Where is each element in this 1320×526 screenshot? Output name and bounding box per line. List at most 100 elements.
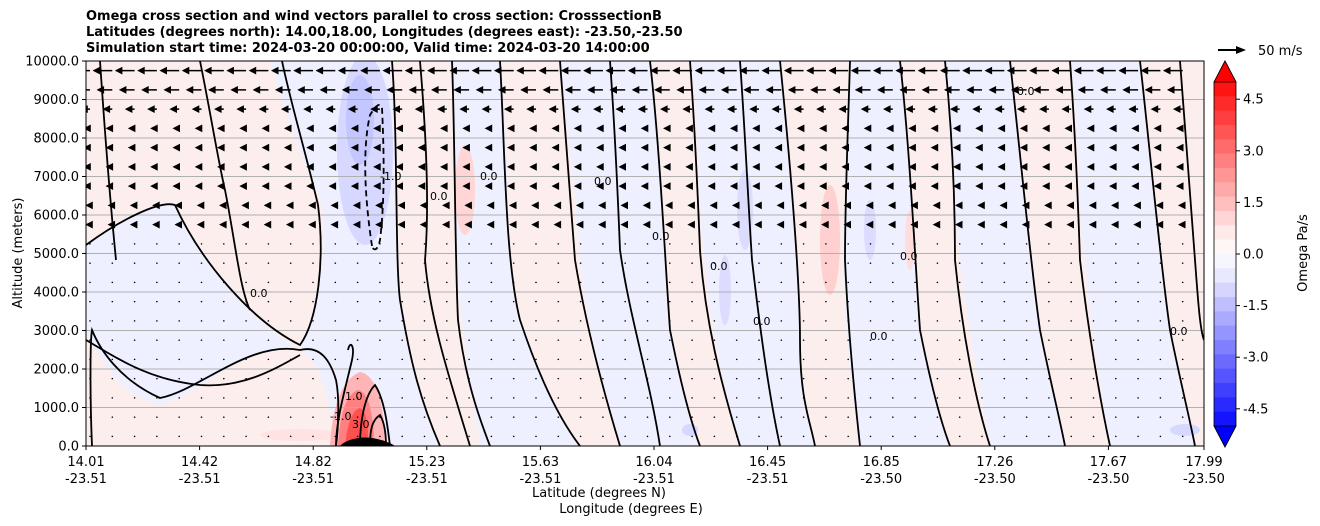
- wind-vector: [129, 220, 138, 229]
- wind-vector: [771, 105, 782, 114]
- wind-vector: [133, 320, 136, 322]
- wind-vector: [89, 320, 91, 322]
- wind-vector: [471, 66, 492, 75]
- wind-vector: [930, 162, 939, 171]
- wind-vector: [414, 105, 425, 114]
- wind-vector: [914, 397, 916, 399]
- wind-vector: [735, 320, 738, 322]
- wind-vector: [516, 66, 536, 75]
- wind-vector: [174, 201, 182, 210]
- wind-vector: [172, 124, 180, 133]
- contour-line: [499, 61, 581, 446]
- wind-vector: [395, 143, 403, 152]
- contour-line: [1069, 61, 1111, 446]
- wind-vector: [841, 143, 849, 152]
- x-tick-label-lat: 14.01: [67, 455, 104, 470]
- wind-vector: [230, 85, 247, 94]
- wind-vector: [1083, 105, 1094, 114]
- wind-vector: [156, 320, 158, 322]
- wind-vector: [981, 300, 983, 303]
- wind-vector: [245, 435, 247, 438]
- wind-vector: [156, 243, 158, 245]
- wind-vector: [1162, 66, 1183, 75]
- wind-vector: [1115, 397, 1117, 399]
- wind-vector: [204, 66, 224, 75]
- wind-vector: [1096, 66, 1116, 75]
- contour-line: [1009, 61, 1066, 446]
- wind-vector: [194, 182, 203, 191]
- wind-vector: [774, 182, 783, 191]
- contour-line: [369, 413, 387, 446]
- wind-vector: [1044, 201, 1052, 210]
- wind-vector: [914, 358, 916, 361]
- wind-vector: [1092, 300, 1095, 303]
- wind-vector: [932, 201, 941, 210]
- wind-vector: [1100, 85, 1116, 94]
- wind-vectors: [86, 66, 1186, 438]
- wind-vector: [1175, 124, 1184, 133]
- wind-vector: [1181, 416, 1184, 418]
- x-tick-label-lon: -23.51: [633, 472, 675, 487]
- wind-vector: [440, 143, 448, 152]
- wind-vector: [133, 435, 136, 438]
- wind-vector: [729, 124, 738, 133]
- wind-vector: [375, 220, 383, 229]
- wind-vector: [841, 182, 849, 191]
- wind-vector: [241, 220, 249, 229]
- wind-vector: [917, 66, 938, 75]
- wind-vector: [892, 397, 894, 399]
- contour-line: [1139, 61, 1196, 446]
- wind-vector: [1064, 124, 1072, 133]
- wind-vector: [446, 300, 448, 303]
- wind-vector: [92, 66, 113, 75]
- wind-vector: [446, 281, 448, 284]
- wind-vector: [1048, 243, 1050, 245]
- wind-vector: [370, 105, 380, 114]
- wind-vector: [490, 243, 493, 245]
- wind-vector: [440, 162, 448, 171]
- wind-vector: [806, 66, 826, 75]
- wind-vector: [914, 320, 916, 322]
- wind-vector: [793, 105, 804, 114]
- contour-label: -1.0: [330, 410, 351, 423]
- wind-vector: [780, 435, 783, 438]
- wind-vector: [214, 105, 224, 114]
- y-tick-label: 5000.0: [34, 247, 80, 262]
- wind-vector: [892, 262, 894, 264]
- wind-vector: [640, 143, 649, 152]
- wind-vector: [156, 358, 158, 361]
- wind-vector: [704, 105, 715, 114]
- wind-vector: [663, 124, 671, 133]
- wind-vector: [261, 182, 270, 191]
- wind-vector: [223, 300, 225, 303]
- wind-vector: [111, 358, 114, 361]
- wind-vector: [1042, 162, 1050, 171]
- contour-label: 0.0: [480, 170, 498, 183]
- wind-vector: [958, 397, 961, 399]
- wind-vector: [1181, 358, 1184, 361]
- y-axis-label: Altitude (meters): [11, 198, 26, 309]
- wind-vector: [758, 262, 760, 264]
- wind-vector: [356, 416, 359, 418]
- wind-vector: [289, 358, 292, 361]
- wind-vector: [579, 377, 582, 380]
- contour-line: [391, 61, 441, 446]
- wind-vector: [819, 143, 827, 152]
- wind-vector: [573, 143, 582, 152]
- wind-vector: [1159, 377, 1162, 380]
- wind-vector: [579, 281, 582, 284]
- wind-vector: [587, 85, 603, 94]
- wind-vector: [194, 143, 203, 152]
- wind-vector: [774, 124, 783, 133]
- wind-vector: [869, 262, 872, 264]
- wind-vector: [163, 85, 180, 94]
- wind-vector: [1025, 397, 1028, 399]
- x-tick-label-lat: 14.82: [295, 455, 332, 470]
- wind-vector: [89, 262, 91, 264]
- wind-vector: [905, 105, 916, 114]
- colorbar-band: [1214, 311, 1236, 327]
- contour-label: 0.0: [594, 175, 612, 188]
- wind-vector: [735, 243, 738, 245]
- wind-vector: [127, 124, 136, 133]
- x-tick-label-lon: -23.51: [65, 472, 107, 487]
